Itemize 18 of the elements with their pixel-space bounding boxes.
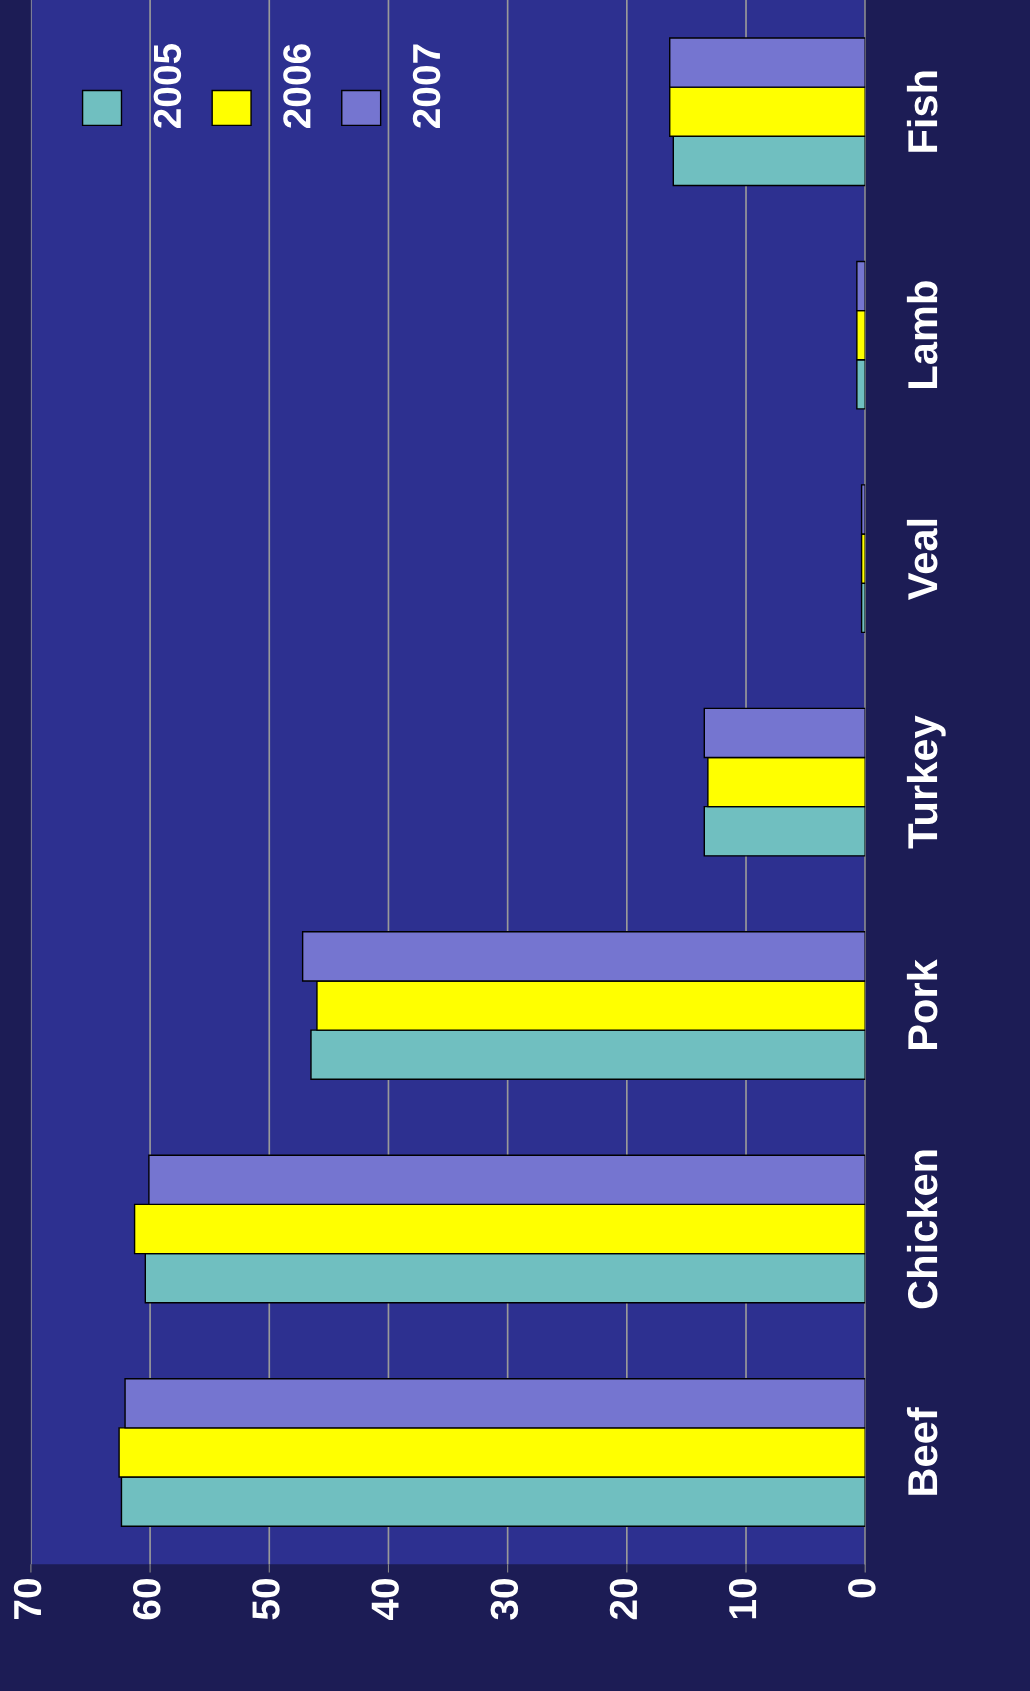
legend-label: 2007: [412, 44, 441, 128]
y-tick-label: Veal: [906, 519, 938, 601]
x-tick-label: 20: [609, 1578, 638, 1620]
x-tick-label: 50: [252, 1578, 280, 1620]
y-tick-label: Lamb: [906, 281, 938, 388]
x-tick-label: 40: [371, 1578, 399, 1621]
x-tick-label: 0: [848, 1578, 876, 1598]
x-tick-label: 10: [728, 1578, 757, 1619]
x-tick-label: 70: [13, 1578, 42, 1619]
y-tick-label: Fish: [906, 71, 938, 152]
y-tick-label: Beef: [906, 1407, 938, 1495]
x-tick-label: 30: [490, 1578, 519, 1620]
y-tick-label: Chicken: [906, 1150, 938, 1309]
legend-label: 2006: [283, 44, 311, 128]
legend-label: 2005: [153, 43, 182, 128]
y-tick-label: Pork: [906, 959, 938, 1050]
y-tick-label: Turkey: [906, 715, 946, 849]
x-tick-label: 60: [132, 1578, 161, 1620]
